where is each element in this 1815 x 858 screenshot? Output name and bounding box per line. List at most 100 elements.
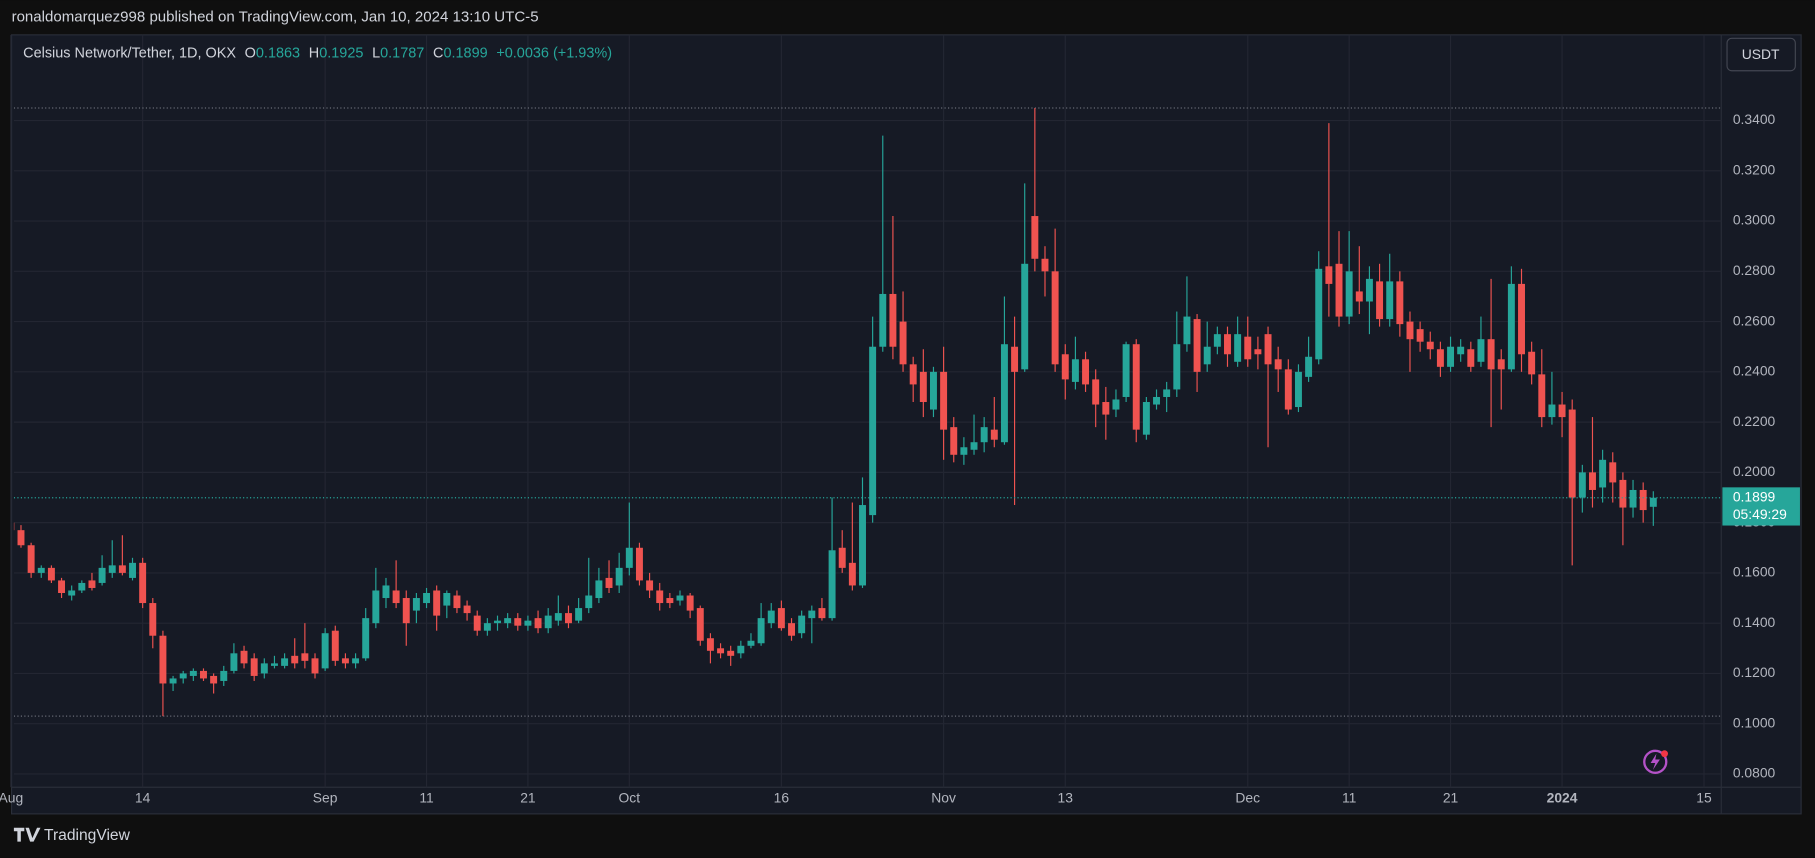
candle-body xyxy=(352,658,360,664)
candle-body xyxy=(676,595,684,601)
candle-body xyxy=(139,562,147,604)
candle-body xyxy=(1315,268,1323,360)
legend-value: 0.1899 xyxy=(443,45,487,61)
candle-body xyxy=(1426,341,1434,350)
candle-body xyxy=(899,321,907,365)
candle-body xyxy=(1234,334,1242,362)
candle-body xyxy=(747,640,755,646)
candle-body xyxy=(17,530,25,546)
candle-body xyxy=(1376,281,1384,320)
candle-body xyxy=(1436,349,1444,367)
candle-body xyxy=(504,618,512,624)
candle-body xyxy=(159,635,167,684)
candle-body xyxy=(494,620,501,624)
candle-body xyxy=(1507,283,1515,370)
candle-body xyxy=(423,592,431,604)
candle-body xyxy=(13,522,15,531)
y-tick-label: 0.3400 xyxy=(1733,111,1776,127)
candle-body xyxy=(200,670,207,679)
candle-body xyxy=(565,613,572,624)
candle-body xyxy=(615,567,623,586)
y-tick-label: 0.2000 xyxy=(1733,463,1776,479)
legend-change: +0.0036 (+1.93%) xyxy=(496,45,612,61)
candle-body xyxy=(1122,344,1130,397)
candle-body xyxy=(118,565,126,573)
candle-body xyxy=(970,442,978,450)
candle-body xyxy=(1345,271,1353,317)
currency-label[interactable]: USDT xyxy=(1742,46,1780,62)
candle-body xyxy=(382,585,390,599)
candle-body xyxy=(250,658,258,676)
candle-body xyxy=(1396,281,1404,325)
candle-body xyxy=(260,663,268,674)
x-tick-label: Dec xyxy=(1235,790,1260,806)
candle-body xyxy=(706,638,714,651)
candle-body xyxy=(1284,369,1292,410)
candle-body xyxy=(179,673,187,679)
candle-body xyxy=(575,608,583,621)
candle-body xyxy=(362,618,370,659)
candle-body xyxy=(1203,346,1211,365)
candle-body xyxy=(412,598,420,611)
candle-body xyxy=(1528,351,1536,375)
candle-body xyxy=(58,580,66,593)
candle-body xyxy=(1538,374,1546,418)
candle-body xyxy=(88,580,96,588)
candle-body xyxy=(646,580,654,591)
candle-body xyxy=(859,505,866,586)
candle-body xyxy=(240,650,248,664)
candle-body xyxy=(1183,316,1191,345)
candle-body xyxy=(828,550,836,619)
footer-logo xyxy=(13,827,41,842)
y-tick-label: 0.3200 xyxy=(1733,161,1776,177)
candle-body xyxy=(818,608,826,619)
candle-body xyxy=(47,567,55,581)
candle-body xyxy=(544,615,552,629)
x-tick-label: 14 xyxy=(135,790,151,806)
candle-body xyxy=(331,630,339,661)
legend-value: 0.1925 xyxy=(319,45,363,61)
candle-body xyxy=(1305,356,1313,377)
x-tick-label: Nov xyxy=(931,790,956,806)
alert-icon[interactable] xyxy=(1643,749,1668,774)
candle-body xyxy=(1467,349,1475,367)
candle-body xyxy=(1082,359,1090,385)
candle-body xyxy=(1578,472,1586,498)
candle-body xyxy=(1406,321,1414,340)
currency-button[interactable] xyxy=(1726,37,1796,72)
last-price-box xyxy=(1722,487,1800,526)
plot xyxy=(13,107,1722,717)
candle-body xyxy=(1325,266,1333,284)
legend-label: L xyxy=(372,45,380,61)
candle-body xyxy=(189,670,197,676)
x-tick-label: 2024 xyxy=(1547,790,1578,806)
candle-body xyxy=(1497,359,1505,370)
candle-body xyxy=(1254,349,1262,355)
candle-body xyxy=(230,653,238,671)
legend-title: Celsius Network/Tether, 1D, OKX xyxy=(23,45,236,61)
candle-body xyxy=(1213,334,1221,347)
candle-body xyxy=(1244,336,1252,360)
candle-body xyxy=(1021,263,1029,370)
candle-body xyxy=(1031,216,1039,259)
candle-body xyxy=(889,293,897,347)
candle-body xyxy=(37,567,45,573)
candle-body xyxy=(1609,462,1617,483)
y-tick-label: 0.3000 xyxy=(1733,212,1776,228)
y-tick-label: 0.1200 xyxy=(1733,664,1776,680)
candle-body xyxy=(635,547,643,581)
candle-body xyxy=(524,620,532,626)
candle-body xyxy=(757,618,765,644)
candle-body xyxy=(311,658,319,674)
candle-body xyxy=(656,590,664,604)
candle-body xyxy=(402,598,410,624)
y-tick-label: 0.2600 xyxy=(1733,312,1776,328)
candle-body xyxy=(1386,281,1394,320)
y-tick-label: 0.1400 xyxy=(1733,614,1776,630)
axes: 0.08000.10000.12000.14000.16000.18000.20… xyxy=(0,111,1800,806)
candle-body xyxy=(554,613,562,621)
candle-body xyxy=(1112,399,1120,410)
candle-body xyxy=(473,615,481,631)
candle-body xyxy=(717,648,725,654)
